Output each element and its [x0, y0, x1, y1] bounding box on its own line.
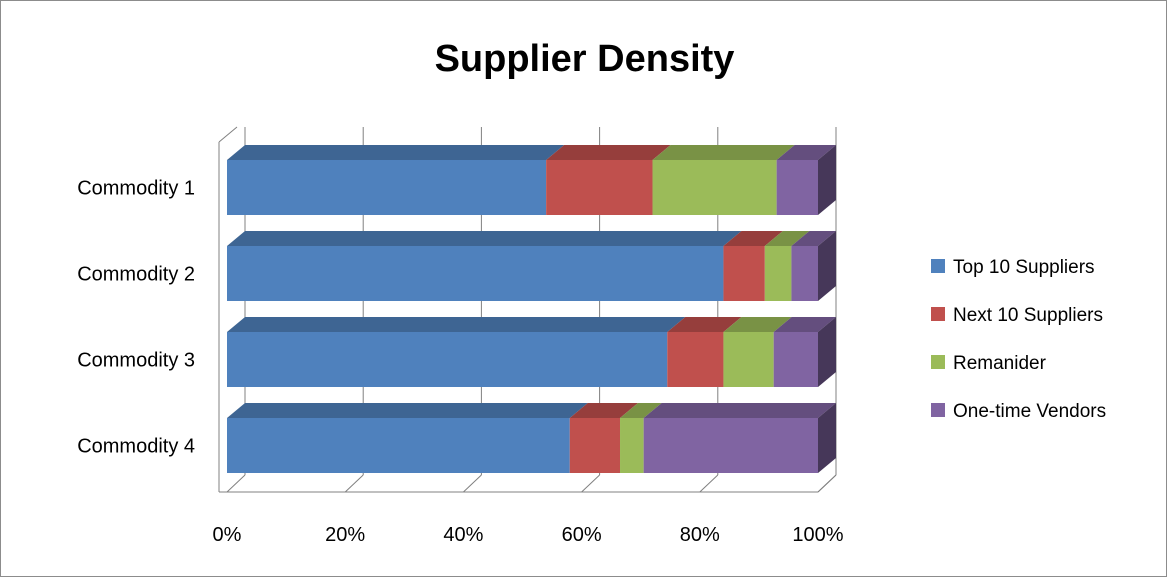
- bar-top: [652, 145, 795, 160]
- legend-swatch: [931, 355, 945, 369]
- category-label: Commodity 4: [77, 436, 195, 458]
- floor-gridline: [226, 474, 246, 493]
- x-tick-label: 0%: [213, 524, 242, 546]
- bar-segment: [227, 160, 547, 215]
- bar-segment: [723, 246, 765, 301]
- category-label: Commodity 2: [77, 264, 195, 286]
- x-tick-label: 80%: [680, 524, 720, 546]
- left-wall-top: [218, 126, 238, 143]
- bar-top: [667, 317, 742, 332]
- bar-segment: [723, 332, 774, 387]
- bar-segment: [569, 418, 621, 473]
- bar-top: [227, 403, 588, 418]
- bar-top: [546, 145, 671, 160]
- bar-side: [818, 145, 836, 215]
- bar-segment: [652, 160, 777, 215]
- chart-title: Supplier Density: [434, 38, 735, 80]
- legend: Top 10 Suppliers Next 10 Suppliers Remanid…: [931, 257, 1106, 422]
- bar-segment: [791, 246, 818, 301]
- legend-label: Remanider: [953, 353, 1047, 374]
- bar-side: [818, 403, 836, 473]
- x-tick-label: 60%: [562, 524, 602, 546]
- x-tick-label: 100%: [792, 524, 843, 546]
- legend-label: Next 10 Suppliers: [953, 305, 1103, 326]
- bar-top: [227, 145, 565, 160]
- floor-gridline: [463, 474, 482, 493]
- x-tick-label: 40%: [443, 524, 483, 546]
- bar-top: [569, 403, 639, 418]
- bar-segment: [227, 246, 724, 301]
- bar-segment: [227, 332, 668, 387]
- bar-top: [620, 403, 662, 418]
- floor-gridline: [581, 474, 600, 493]
- bar-side: [818, 231, 836, 301]
- bar-top: [723, 317, 792, 332]
- bar-segment: [546, 160, 653, 215]
- bar-top: [791, 231, 836, 246]
- floor-gridline: [699, 474, 719, 493]
- bar-top: [227, 231, 742, 246]
- bar-top: [227, 317, 686, 332]
- legend-swatch: [931, 403, 945, 417]
- floor-right-edge: [817, 474, 837, 493]
- bar-segment: [643, 418, 818, 473]
- bar-segment: [620, 418, 644, 473]
- floor-gridline: [344, 474, 364, 493]
- bars: [227, 145, 836, 473]
- legend-label: One-time Vendors: [953, 401, 1106, 422]
- bar-segment: [667, 332, 724, 387]
- bar-segment: [764, 246, 792, 301]
- bar-top: [776, 145, 836, 160]
- bar-segment: [773, 332, 818, 387]
- bar-top: [764, 231, 810, 246]
- category-label: Commodity 3: [77, 350, 195, 372]
- bar-top: [773, 317, 836, 332]
- category-label: Commodity 1: [77, 178, 195, 200]
- bar-segment: [776, 160, 818, 215]
- bar-top: [643, 403, 836, 418]
- legend-swatch: [931, 259, 945, 273]
- bar-segment: [227, 418, 570, 473]
- legend-label: Top 10 Suppliers: [953, 257, 1095, 278]
- bar-top: [723, 231, 783, 246]
- x-tick-label: 20%: [325, 524, 365, 546]
- bar-side: [818, 317, 836, 387]
- legend-swatch: [931, 307, 945, 321]
